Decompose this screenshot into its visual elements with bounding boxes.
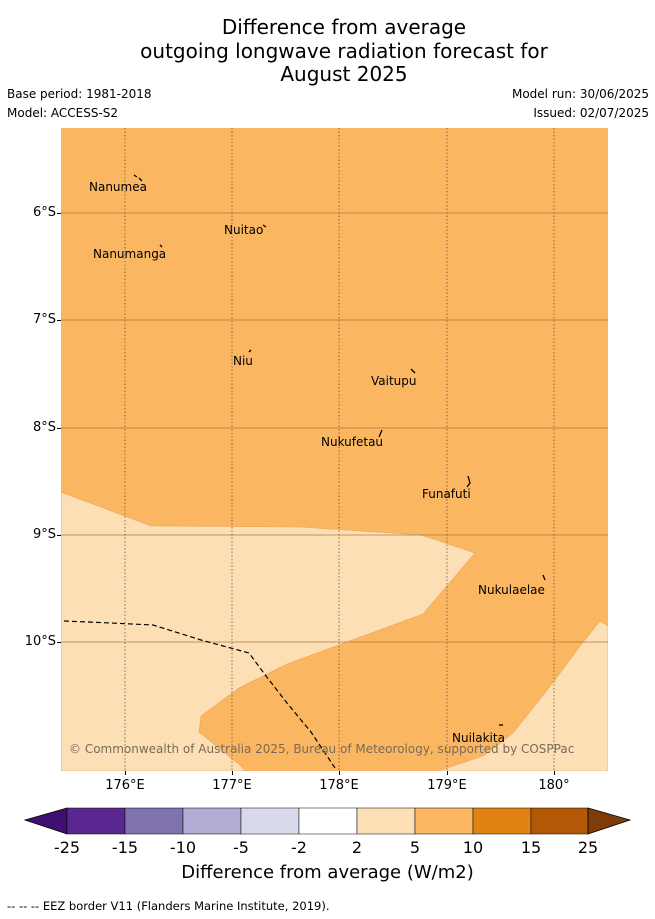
- colorbar-bin-2-5: [356, 807, 416, 835]
- lat-label-6s: 6°S: [32, 205, 56, 220]
- graticule-longitude: [124, 128, 555, 771]
- title-line-3: August 2025: [280, 62, 408, 86]
- place-label-niu: Niu: [233, 354, 253, 368]
- colorbar-bin-neg25-neg15: [66, 807, 126, 835]
- colorbar-bin-neg5-neg2: [240, 807, 300, 835]
- lat-tick-7s: [57, 320, 61, 321]
- lat-tick-9s: [57, 535, 61, 536]
- lat-label-10s: 10°S: [24, 634, 56, 649]
- colorbar-label-25: 25: [577, 838, 599, 857]
- graticule-latitude: [61, 212, 608, 643]
- lon-label-178e: 178°E: [319, 778, 359, 793]
- place-label-nuilakita: Nuilakita: [452, 731, 505, 745]
- colorbar-bin-5-10: [414, 807, 474, 835]
- anomaly-2-5-region-west: [61, 491, 476, 771]
- lat-tick-10s: [57, 642, 61, 643]
- lat-tick-6s: [57, 213, 61, 214]
- lon-label-179e: 179°E: [427, 778, 467, 793]
- colorbar-label-15: 15: [520, 838, 542, 857]
- colorbar-bin-neg10-neg5: [182, 807, 242, 835]
- base-period: Base period: 1981-2018: [7, 87, 152, 101]
- colorbar-label-2: 2: [351, 838, 363, 857]
- lon-label-177e: 177°E: [212, 778, 252, 793]
- lon-tick-178e: [339, 771, 340, 775]
- colorbar-bin-neg2-2: [298, 807, 358, 835]
- colorbar-label-neg5: -5: [233, 838, 249, 857]
- lat-label-9s: 9°S: [32, 527, 56, 542]
- colorbar-label-neg15: -15: [111, 838, 139, 857]
- place-label-nukufetau: Nukufetau: [321, 435, 383, 449]
- lon-tick-180: [554, 771, 555, 775]
- island-marks: [133, 174, 546, 726]
- map-panel: Nanumea Nuitao Nanumanga Niu Vaitupu Nuk…: [61, 128, 608, 771]
- colorbar-label-neg2: -2: [291, 838, 307, 857]
- anomaly-2-5-region-east: [437, 620, 608, 771]
- colorbar-extend-high: [587, 807, 632, 835]
- map-title: Difference from average outgoing longwav…: [0, 15, 655, 87]
- lon-tick-179e: [447, 771, 448, 775]
- lon-tick-176e: [125, 771, 126, 775]
- colorbar: [24, 807, 632, 835]
- eez-border-legend: -- -- -- EEZ border V11 (Flanders Marine…: [7, 899, 330, 913]
- place-label-nuitao: Nuitao: [224, 223, 263, 237]
- colorbar-label-5: 5: [409, 838, 421, 857]
- title-line-2: outgoing longwave radiation forecast for: [140, 38, 548, 63]
- colorbar-label-10: 10: [462, 838, 484, 857]
- colorbar-bin-15-25: [530, 807, 589, 835]
- lon-label-176e: 176°E: [105, 778, 145, 793]
- place-label-nanumea: Nanumea: [89, 180, 147, 194]
- model-run: Model run: 30/06/2025: [511, 87, 649, 101]
- place-label-funafuti: Funafuti: [422, 487, 471, 501]
- lat-label-8s: 8°S: [32, 420, 56, 435]
- colorbar-title: Difference from average (W/m2): [181, 862, 474, 883]
- colorbar-label-neg10: -10: [169, 838, 197, 857]
- title-line-1: Difference from average: [221, 15, 467, 39]
- colorbar-bin-10-15: [472, 807, 532, 835]
- lat-tick-8s: [57, 428, 61, 429]
- place-label-nanumanga: Nanumanga: [93, 247, 166, 261]
- colorbar-label-neg25: -25: [53, 838, 81, 857]
- place-label-vaitupu: Vaitupu: [371, 374, 417, 388]
- colorbar-bin-neg15-neg10: [124, 807, 184, 835]
- lat-label-7s: 7°S: [32, 312, 56, 327]
- colorbar-extend-low: [24, 807, 68, 835]
- issued-date: Issued: 02/07/2025: [533, 106, 649, 120]
- place-label-nukulaelae: Nukulaelae: [478, 583, 545, 597]
- lon-label-180: 180°: [538, 778, 570, 793]
- lon-tick-177e: [232, 771, 233, 775]
- model-name: Model: ACCESS-S2: [7, 106, 119, 120]
- copyright-notice: © Commonwealth of Australia 2025, Bureau…: [69, 742, 574, 756]
